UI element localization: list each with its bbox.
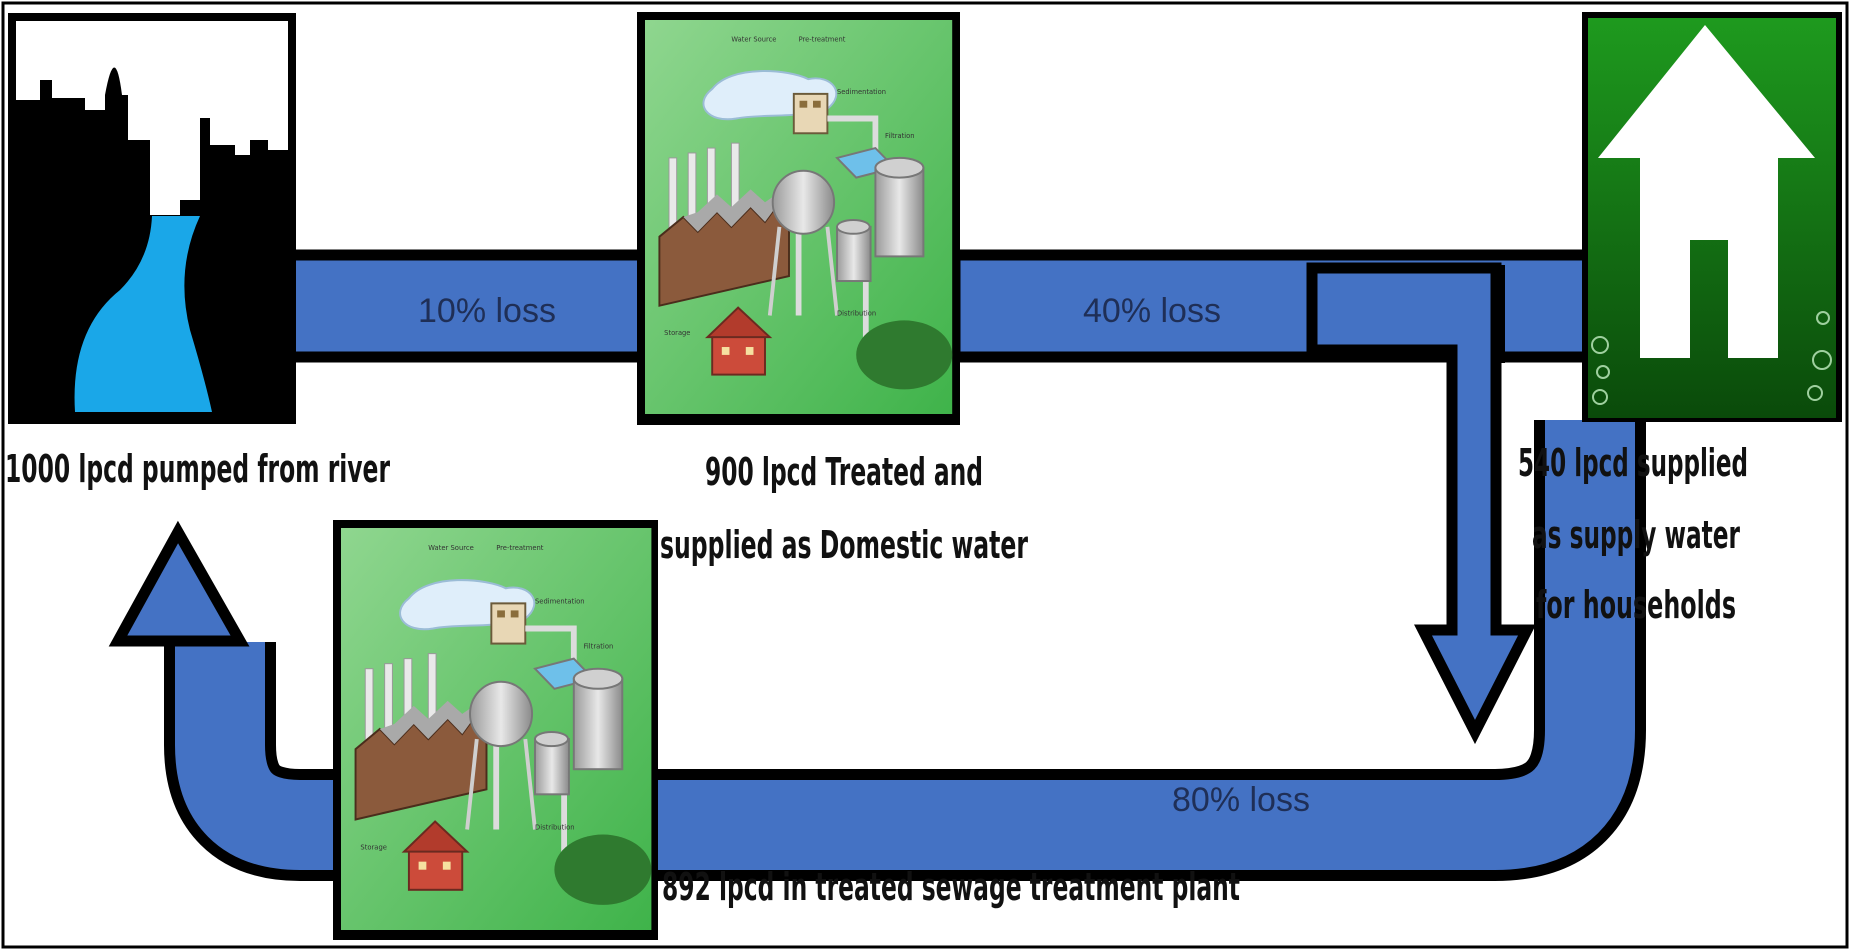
sewage-treatment-plant-illustration: [333, 520, 658, 940]
city-skyline-river-icon: [8, 13, 296, 424]
households-label-line1: 540 lpcd supplied: [1518, 441, 1748, 485]
branch-gap: [1497, 265, 1505, 363]
households-label-line3: for households: [1536, 583, 1736, 627]
pipe-river-to-plant: [279, 249, 651, 363]
up-arrow-head: [108, 520, 250, 647]
return-pipe-fill: [175, 420, 1635, 870]
treatment-plant-label-line1: 900 lpcd Treated and: [705, 450, 983, 494]
loss-label-plant-to-households: 40% loss: [1083, 292, 1221, 330]
water-treatment-plant-illustration: [637, 12, 960, 425]
loss-label-river-to-plant: 10% loss: [418, 292, 556, 330]
branch-arrow: [1306, 262, 1536, 745]
house-icon: [1582, 12, 1842, 422]
sewage-plant-label: 892 lpcd in treated sewage treatment pla…: [662, 865, 1240, 909]
river-node-label: 1000 lpcd pumped from river: [5, 447, 390, 491]
loss-label-households-to-sewage: 80% loss: [1172, 781, 1310, 819]
households-label-line2: as supply water: [1532, 513, 1740, 557]
treatment-plant-label-line2: supplied as Domestic water: [660, 523, 1028, 567]
